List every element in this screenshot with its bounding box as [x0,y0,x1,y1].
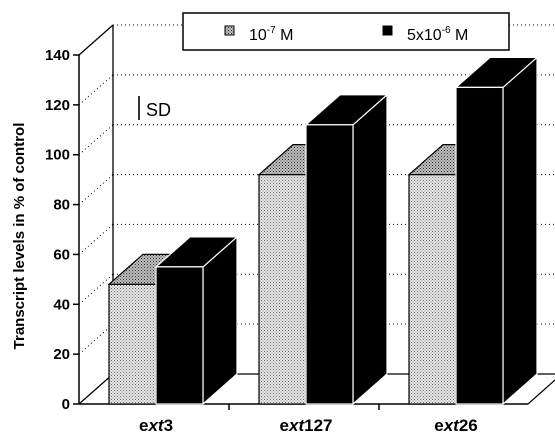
side-gridline-60 [79,224,113,254]
bar-0-1 [259,175,306,404]
sd-note: SD [139,96,171,120]
category-suffix: 26 [459,416,478,435]
y-tick-label-140: 140 [45,47,70,64]
y-tick-label-20: 20 [53,346,70,363]
legend-unit: M [451,27,469,44]
category-suffix: 127 [304,416,332,435]
legend-label-1: 5x10-6 M [407,25,468,44]
bar-1-0 [156,267,203,404]
y-tick-label-80: 80 [53,197,70,214]
category-prefix: e [434,416,443,435]
side-gridline-20 [79,324,113,354]
category-prefix: e [139,416,148,435]
bars [109,57,537,404]
legend-base: 10 [249,27,267,44]
side-gridline-80 [79,175,113,205]
side-gridline-40 [79,274,113,304]
bar-1-2 [456,87,503,404]
category-label-1: ext127 [280,416,333,435]
category-italic: xt [147,416,164,435]
legend-swatch-1 [383,26,392,35]
y-tick-label-120: 120 [45,97,70,114]
category-label-0: ext3 [139,416,173,435]
category-prefix: e [280,416,289,435]
category-italic: xt [443,416,460,435]
category-italic: xt [288,416,305,435]
bar-side-1-1 [353,95,387,404]
legend-unit: M [276,27,294,44]
y-tick-label-0: 0 [62,396,70,413]
bar-side-1-2 [503,57,537,404]
bar-0-0 [109,284,156,404]
y-tick-label-100: 100 [45,147,70,164]
side-gridline-120 [79,75,113,105]
y-tick-label-40: 40 [53,296,70,313]
legend-swatch-0 [225,26,234,35]
legend-base: 5x10 [407,27,442,44]
y-tick-label-60: 60 [53,246,70,263]
floor-right-edge [528,380,555,404]
category-suffix: 3 [164,416,173,435]
side-gridline-100 [79,125,113,155]
bar-1-1 [306,125,353,404]
legend: 10-7 M 5x10-6 M [183,13,509,50]
bar-0-2 [409,175,456,404]
category-label-2: ext26 [434,416,478,435]
top-side-edge [79,25,113,55]
y-axis-title: Transcript levels in % of control [11,123,28,350]
sd-text: SD [146,100,171,120]
floor-side-edge [79,374,113,404]
